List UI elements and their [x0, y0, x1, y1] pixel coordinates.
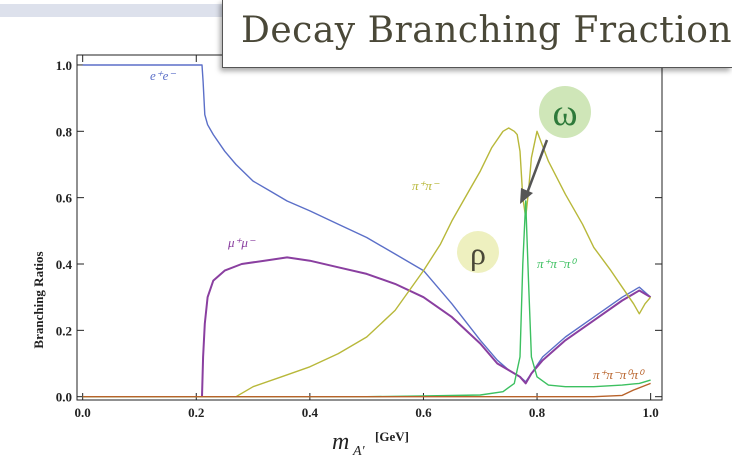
series-label-4: π⁺π⁻π⁰π⁰	[593, 367, 645, 382]
omega-arrowhead	[520, 188, 533, 204]
y-axis-label: Branching Ratios	[31, 251, 46, 348]
x-tick-label: 0.4	[302, 405, 319, 420]
omega-label: ω	[552, 92, 577, 134]
y-tick-label: 1.0	[56, 58, 72, 73]
x-tick-label: 0.2	[188, 405, 204, 420]
x-axis-label-sub: A′	[352, 444, 366, 458]
series-label-0: e⁺e⁻	[150, 68, 176, 83]
series-line-1	[202, 257, 651, 396]
y-tick-label: 0.8	[56, 124, 73, 139]
x-axis-label-main: m	[332, 429, 349, 455]
series-line-4	[83, 383, 651, 396]
x-axis-unit: [GeV]	[375, 429, 409, 444]
y-tick-label: 0.0	[56, 390, 72, 405]
series-label-2: π⁺π⁻	[412, 178, 440, 193]
y-tick-label: 0.6	[56, 191, 73, 206]
series-label-1: μ⁺μ⁻	[227, 235, 256, 250]
omega-arrow	[526, 140, 547, 196]
series-line-3	[83, 201, 651, 397]
y-tick-label: 0.2	[56, 323, 72, 338]
rho-label: ρ	[470, 235, 486, 271]
y-tick-label: 0.4	[56, 257, 73, 272]
x-tick-label: 1.0	[643, 405, 659, 420]
slide-title-box: Decay Branching Fractions:	[222, 0, 732, 68]
x-tick-label: 0.8	[529, 405, 546, 420]
x-tick-label: 0.0	[75, 405, 91, 420]
series-label-3: π⁺π⁻π⁰	[537, 256, 577, 271]
x-tick-label: 0.6	[415, 405, 432, 420]
slide-title: Decay Branching Fractions:	[241, 10, 732, 51]
